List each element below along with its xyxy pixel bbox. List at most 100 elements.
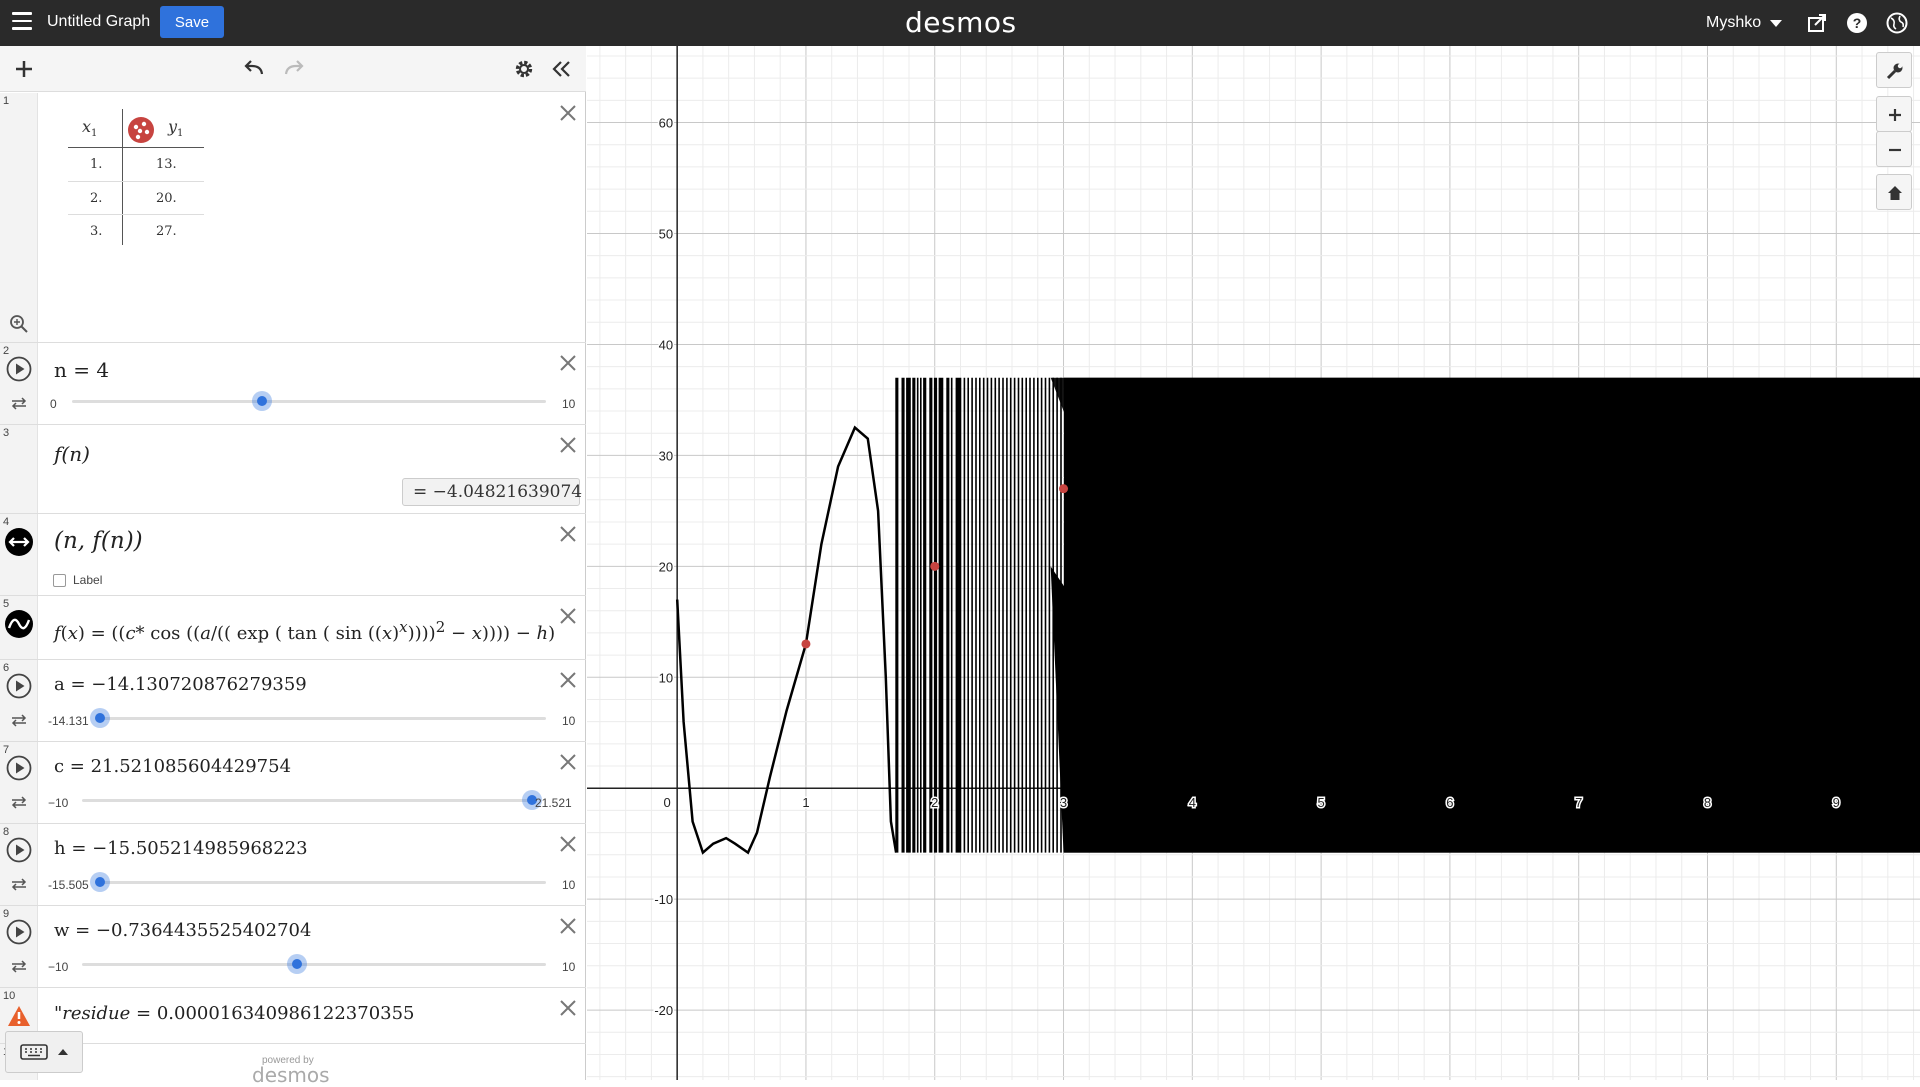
- redo-icon[interactable]: [282, 57, 306, 81]
- share-icon[interactable]: [1806, 12, 1828, 34]
- expression-latex[interactable]: f(x) = ((c* cos ((a/(( exp ( tan ( sin (…: [54, 618, 556, 644]
- user-menu[interactable]: Myshko: [1706, 14, 1762, 31]
- hamburger-menu-icon[interactable]: [12, 12, 32, 34]
- delete-expression-icon[interactable]: [558, 670, 578, 690]
- slider-min[interactable]: -14.131: [48, 714, 89, 728]
- expression-slider-a[interactable]: 6 a = −14.130720876279359 -14.131 10: [0, 660, 586, 742]
- expression-latex[interactable]: n = 4: [54, 358, 110, 382]
- expression-latex[interactable]: h = −15.505214985968223: [54, 838, 308, 859]
- play-icon[interactable]: [6, 673, 32, 699]
- expression-slider-c[interactable]: 7 c = 21.521085604429754 −10 21.521: [0, 742, 586, 824]
- add-expression-icon[interactable]: [12, 57, 36, 81]
- loop-icon[interactable]: [10, 795, 28, 809]
- delete-expression-icon[interactable]: [558, 103, 578, 123]
- expression-latex[interactable]: w = −0.7364435525402704: [54, 920, 312, 941]
- slider-thumb[interactable]: [286, 954, 307, 974]
- slider-a[interactable]: [90, 708, 546, 728]
- label-checkbox[interactable]: [53, 574, 66, 587]
- table-cell[interactable]: 13.: [156, 157, 177, 172]
- delete-expression-icon[interactable]: [558, 834, 578, 854]
- x-tick-label: 4: [1189, 795, 1196, 810]
- delete-expression-icon[interactable]: [558, 524, 578, 544]
- play-icon[interactable]: [6, 837, 32, 863]
- delete-expression-icon[interactable]: [558, 752, 578, 772]
- warning-icon[interactable]: [7, 1005, 31, 1027]
- expression-latex[interactable]: a = −14.130720876279359: [54, 674, 307, 695]
- graph-paper[interactable]: 0 1 2 3 4 5 6 7 8 9 60 50 40 30 20 10 -10 -20: [587, 46, 1920, 1080]
- slider-max[interactable]: 10: [562, 878, 576, 892]
- chevron-down-icon[interactable]: [1770, 20, 1782, 27]
- graph-canvas[interactable]: 0 1 2 3 4 5 6 7 8 9 60 50 40 30 20 10 -10 -20: [587, 46, 1920, 1080]
- loop-icon[interactable]: [10, 959, 28, 973]
- delete-expression-icon[interactable]: [558, 606, 578, 626]
- expression-latex[interactable]: c = 21.521085604429754: [54, 756, 292, 777]
- slider-max[interactable]: 21.521: [535, 796, 572, 810]
- globe-icon[interactable]: [1886, 12, 1908, 34]
- expression-latex[interactable]: (n, f(n)): [54, 528, 143, 554]
- loop-icon[interactable]: [10, 396, 28, 410]
- save-button[interactable]: Save: [160, 6, 224, 38]
- expression-latex[interactable]: "residue = 0.000016340986122370355: [54, 1003, 415, 1024]
- slider-thumb[interactable]: [251, 391, 272, 411]
- slider-min[interactable]: −10: [48, 960, 69, 974]
- keyboard-toggle-button[interactable]: [5, 1031, 83, 1073]
- table-cell[interactable]: 27.: [156, 224, 177, 239]
- play-icon[interactable]: [6, 755, 32, 781]
- expression-slider-n[interactable]: 2 n = 4 0 10: [0, 343, 586, 425]
- table-header-x[interactable]: x1: [82, 117, 98, 140]
- undo-icon[interactable]: [242, 57, 266, 81]
- slider-thumb[interactable]: [90, 872, 110, 892]
- expression-slider-w[interactable]: 9 w = −0.7364435525402704 −10 10: [0, 906, 586, 988]
- slider-min[interactable]: −10: [48, 796, 69, 810]
- loop-icon[interactable]: [10, 713, 28, 727]
- table-cell[interactable]: 2.: [90, 191, 103, 206]
- expression-point[interactable]: 4 (n, f(n)) Label: [0, 514, 586, 596]
- delete-expression-icon[interactable]: [558, 435, 578, 455]
- slider-c[interactable]: [82, 790, 542, 810]
- data-point: [930, 561, 940, 571]
- data-point: [1059, 484, 1069, 494]
- loop-icon[interactable]: [10, 877, 28, 891]
- slider-w[interactable]: [82, 954, 546, 974]
- graph-title[interactable]: Untitled Graph: [47, 13, 151, 30]
- expression-table[interactable]: 1 x1 y1 1. 13. 2.: [0, 93, 586, 343]
- x-tick-label: 8: [1704, 795, 1711, 810]
- graph-settings-button[interactable]: [1876, 52, 1912, 88]
- curve-style-icon[interactable]: [5, 610, 33, 638]
- expression-evaluation[interactable]: 3 f(n) = −4.04821639074: [0, 425, 586, 514]
- delete-expression-icon[interactable]: [558, 353, 578, 373]
- svg-text:?: ?: [1853, 15, 1862, 31]
- play-icon[interactable]: [6, 356, 32, 382]
- settings-gear-icon[interactable]: [512, 57, 536, 81]
- y-tick-label: 30: [659, 448, 673, 463]
- default-viewport-button[interactable]: [1876, 174, 1912, 210]
- drag-point-icon[interactable]: [5, 528, 33, 556]
- collapse-panel-icon[interactable]: [550, 57, 574, 81]
- x-tick-label: 7: [1575, 795, 1582, 810]
- slider-max[interactable]: 10: [562, 960, 576, 974]
- slider-thumb[interactable]: [90, 708, 110, 728]
- zoom-fit-icon[interactable]: [9, 314, 29, 334]
- point-style-icon[interactable]: [127, 116, 155, 144]
- play-icon[interactable]: [6, 919, 32, 945]
- slider-thumb[interactable]: [522, 790, 542, 810]
- delete-expression-icon[interactable]: [558, 916, 578, 936]
- slider-n[interactable]: [72, 391, 546, 411]
- expression-residue[interactable]: 10 "residue = 0.000016340986122370355: [0, 988, 586, 1044]
- table-cell[interactable]: 3.: [90, 224, 103, 239]
- slider-min[interactable]: -15.505: [48, 878, 89, 892]
- table-cell[interactable]: 1.: [90, 157, 103, 172]
- zoom-in-button[interactable]: [1876, 96, 1912, 132]
- table-cell[interactable]: 20.: [156, 191, 177, 206]
- slider-h[interactable]: [90, 872, 546, 892]
- expression-slider-h[interactable]: 8 h = −15.505214985968223 -15.505 10: [0, 824, 586, 906]
- table-header-y[interactable]: y1: [168, 117, 184, 140]
- slider-max[interactable]: 10: [562, 397, 576, 411]
- delete-expression-icon[interactable]: [558, 998, 578, 1018]
- expression-function[interactable]: 5 f(x) = ((c* cos ((a/(( exp ( tan ( sin…: [0, 596, 586, 660]
- slider-max[interactable]: 10: [562, 714, 576, 728]
- zoom-out-button[interactable]: [1876, 131, 1912, 167]
- help-icon[interactable]: ?: [1846, 12, 1868, 34]
- expression-latex[interactable]: f(n): [54, 442, 90, 466]
- slider-min[interactable]: 0: [50, 397, 57, 411]
